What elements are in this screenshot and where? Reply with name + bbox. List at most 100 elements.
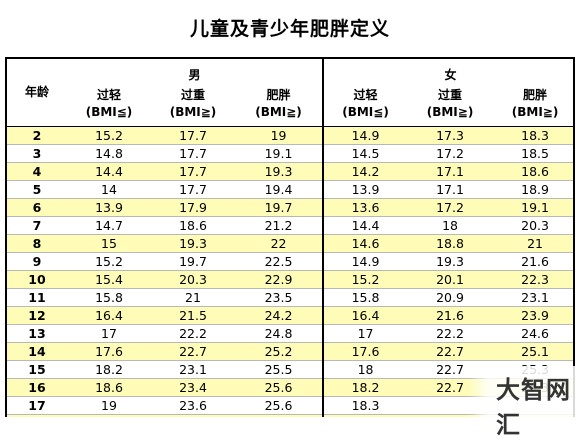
female-obese-cell: 21.6 xyxy=(493,252,573,271)
male-overweight-cell: 21.5 xyxy=(151,306,235,325)
male-overweight-cell: 22.7 xyxy=(151,342,235,361)
female-overweight-cell: 20.1 xyxy=(407,270,494,289)
male-overweight-cell: 23.4 xyxy=(151,378,235,397)
table-row: 9 15.2 19.7 22.5 14.9 19.3 21.6 xyxy=(7,252,573,271)
female-underweight-cell: 18.3 xyxy=(323,396,408,415)
female-overweight-cell: 18.8 xyxy=(407,234,494,253)
age-cell: 6 xyxy=(7,198,67,217)
female-underweight-cell: 13.9 xyxy=(323,180,408,199)
female-obese-cell: 23.9 xyxy=(493,306,573,325)
obesity-table: 年龄 男 女 过轻 (BMI≦) 过重 (BMI≧) 肥胖 (BMI≧) 过轻 (BMI… xyxy=(5,57,575,417)
male-underweight-cell: 18.6 xyxy=(67,378,151,397)
male-obese-cell: 25.6 xyxy=(235,396,325,415)
male-obese-cell: 25.6 xyxy=(235,378,325,397)
male-overweight-cell: 19.3 xyxy=(151,234,235,253)
female-obese-cell: 21 xyxy=(493,234,573,253)
female-overweight-cell: 17.2 xyxy=(407,144,494,163)
male-obese-cell: 21.2 xyxy=(235,216,325,235)
female-obese-cell: 23.1 xyxy=(493,288,573,307)
age-cell: 7 xyxy=(7,216,67,235)
male-underweight-cell: 18.2 xyxy=(67,360,151,379)
female-underweight-header: 过轻 (BMI≦) xyxy=(342,88,389,119)
female-obese-cell: 20.3 xyxy=(493,216,573,235)
female-overweight-cell: 22.7 xyxy=(407,342,494,361)
female-underweight-cell: 15.2 xyxy=(323,270,408,289)
table-row: 4 14.4 17.7 19.3 14.2 17.1 18.6 xyxy=(7,162,573,181)
male-underweight-cell: 14.7 xyxy=(67,216,151,235)
male-overweight-cell: 17.7 xyxy=(151,144,235,163)
female-obese-cell: 18.5 xyxy=(493,144,573,163)
age-cell: 12 xyxy=(7,306,67,325)
male-underweight-cell: 19.2 xyxy=(67,414,151,417)
male-underweight-cell: 14 xyxy=(67,180,151,199)
male-underweight-cell: 14.4 xyxy=(67,162,151,181)
male-obese-header: 肥胖 (BMI≧) xyxy=(235,87,325,121)
male-obese-cell: 25.5 xyxy=(235,360,325,379)
male-underweight-cell: 15.2 xyxy=(67,252,151,271)
female-underweight-cell: 14.5 xyxy=(323,144,408,163)
age-cell: 16 xyxy=(7,378,67,397)
age-cell: 11 xyxy=(7,288,67,307)
male-underweight-cell: 13.9 xyxy=(67,198,151,217)
male-overweight-cell: 18.6 xyxy=(151,216,235,235)
male-underweight-cell: 17.6 xyxy=(67,342,151,361)
male-underweight-cell: 14.8 xyxy=(67,144,151,163)
female-header: 女 xyxy=(444,67,457,82)
female-obese-cell: 19.1 xyxy=(493,198,573,217)
male-underweight-cell: 15 xyxy=(67,234,151,253)
male-overweight-cell: 17.7 xyxy=(151,162,235,181)
male-obese-cell: 19.3 xyxy=(235,162,325,181)
male-obese-cell: 19.1 xyxy=(235,144,325,163)
female-underweight-cell: 18.3 xyxy=(323,414,408,417)
age-cell: 10 xyxy=(7,270,67,289)
female-obese-cell: 24.6 xyxy=(493,324,573,343)
male-underweight-cell: 15.8 xyxy=(67,288,151,307)
male-overweight-cell: 21 xyxy=(151,288,235,307)
female-overweight-cell: 22.2 xyxy=(407,324,494,343)
age-cell: 15 xyxy=(7,360,67,379)
female-underweight-cell: 15.8 xyxy=(323,288,408,307)
female-overweight-cell: 18 xyxy=(407,216,494,235)
age-cell: 2 xyxy=(7,126,67,145)
male-underweight-cell: 15.4 xyxy=(67,270,151,289)
female-underweight-cell: 14.4 xyxy=(323,216,408,235)
age-cell: 13 xyxy=(7,324,67,343)
watermark-logo: 大智网汇 xyxy=(468,366,580,444)
female-obese-cell: 18.6 xyxy=(493,162,573,181)
male-obese-cell: 19.7 xyxy=(235,198,325,217)
female-overweight-cell: 17.1 xyxy=(407,162,494,181)
female-underweight-cell: 18.2 xyxy=(323,378,408,397)
male-underweight-cell: 16.4 xyxy=(67,306,151,325)
male-obese-cell: 25.2 xyxy=(235,342,325,361)
age-cell: 5 xyxy=(7,180,67,199)
male-obese-cell: 22 xyxy=(235,234,325,253)
table-row: 5 14 17.7 19.4 13.9 17.1 18.9 xyxy=(7,180,573,199)
age-cell: 9 xyxy=(7,252,67,271)
age-cell: 18 xyxy=(7,414,67,417)
male-underweight-cell: 19 xyxy=(67,396,151,415)
female-obese-cell: 18.3 xyxy=(493,126,573,145)
female-overweight-cell: 17.1 xyxy=(407,180,494,199)
female-overweight-cell xyxy=(407,414,494,417)
female-overweight-header: 过重 (BMI≧) xyxy=(426,88,474,119)
male-overweight-cell: 23.7 xyxy=(151,414,235,417)
male-overweight-cell: 17.9 xyxy=(151,198,235,217)
table-row: 13 17 22.2 24.8 17 22.2 24.6 xyxy=(7,324,573,343)
female-overweight-cell: 17.3 xyxy=(407,126,494,145)
bmi-table: 年龄 男 女 过轻 (BMI≦) 过重 (BMI≧) 肥胖 (BMI≧) 过轻 (BMI… xyxy=(7,59,573,417)
age-cell: 17 xyxy=(7,396,67,415)
male-obese-cell: 22.9 xyxy=(235,270,325,289)
age-cell: 4 xyxy=(7,162,67,181)
female-obese-cell: 25.1 xyxy=(493,342,573,361)
male-obese-cell: 19 xyxy=(235,126,325,145)
male-obese-cell: 24.8 xyxy=(235,324,325,343)
female-underweight-cell: 14.2 xyxy=(323,162,408,181)
female-obese-header: 肥胖 (BMI≧) xyxy=(511,88,559,119)
age-cell: 3 xyxy=(7,144,67,163)
female-underweight-cell: 17.6 xyxy=(323,342,408,361)
female-underweight-cell: 14.6 xyxy=(323,234,408,253)
male-overweight-cell: 22.2 xyxy=(151,324,235,343)
table-row: 8 15 19.3 22 14.6 18.8 21 xyxy=(7,234,573,253)
male-obese-cell: 22.5 xyxy=(235,252,325,271)
male-header: 男 xyxy=(67,59,325,87)
